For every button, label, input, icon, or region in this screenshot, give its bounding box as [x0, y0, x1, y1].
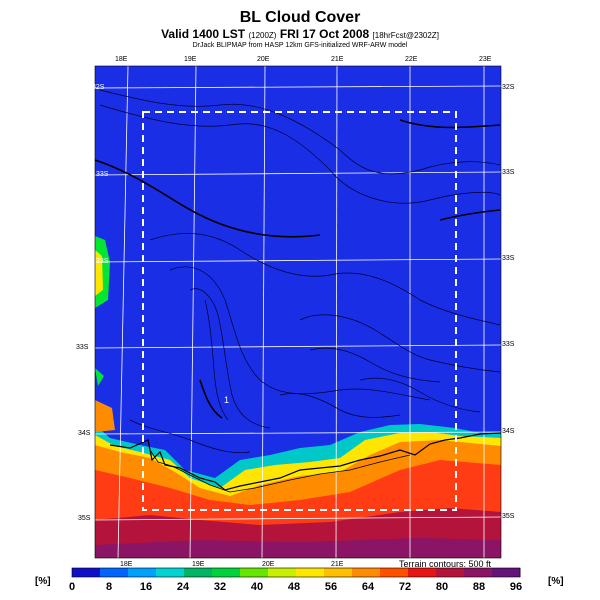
- lat-label-left-6: 35S: [78, 515, 91, 522]
- colorbar-tick-label: 16: [139, 581, 153, 593]
- lat-label-left-1: 32S: [92, 84, 105, 91]
- terrain-contour-note: Terrain contours: 500 ft: [399, 559, 492, 569]
- colorbar-tick-label: 0: [68, 581, 76, 593]
- coastline: [109, 432, 501, 491]
- valid-time: Valid 1400 LST: [161, 27, 246, 41]
- graticule: [95, 66, 501, 558]
- lat-label-right-1: 32S: [502, 84, 515, 91]
- colorbar: [71, 567, 521, 578]
- colorbar-swatch: [352, 568, 381, 577]
- colorbar-swatch: [380, 568, 409, 577]
- lon-label-bottom-20e: 20E: [262, 561, 275, 568]
- colorbar-frame: [71, 567, 521, 578]
- colorbar-tick-label: 8: [105, 581, 113, 593]
- forecast-domain-box: [142, 111, 457, 511]
- west-cloud-patch: [95, 368, 104, 386]
- colorbar-swatch: [128, 568, 157, 577]
- colorbar-tick-label: 32: [213, 581, 227, 593]
- coastline-inner: [149, 449, 411, 493]
- lon-label-top-20e: 20E: [257, 56, 270, 63]
- colorbar-swatch: [240, 568, 269, 577]
- colorbar-swatch: [156, 568, 185, 577]
- colorbar-unit-right: [%]: [548, 576, 564, 587]
- lon-label-top-22e: 22E: [405, 56, 418, 63]
- terrain-contours-bold: [95, 119, 501, 419]
- lat-label-right-3: 33S: [502, 255, 515, 262]
- colorbar-swatch: [324, 568, 353, 577]
- colorbar-tick-label: 48: [287, 581, 301, 593]
- colorbar-tick-label: 80: [435, 581, 449, 593]
- colorbar-swatch: [100, 568, 129, 577]
- colorbar-swatch: [296, 568, 325, 577]
- colorbar-swatch: [436, 568, 465, 577]
- lat-label-left-3: 33S: [96, 258, 109, 265]
- colorbar-tick-label: 88: [472, 581, 486, 593]
- colorbar-unit-left: [%]: [35, 576, 51, 587]
- colorbar-swatch: [212, 568, 241, 577]
- lon-label-top-18e: 18E: [115, 56, 128, 63]
- colorbar-tick-label: 64: [361, 581, 375, 593]
- lon-label-bottom-21e: 21E: [331, 561, 344, 568]
- lat-label-right-5: 34S: [502, 428, 515, 435]
- lat-label-right-6: 35S: [502, 513, 515, 520]
- lat-label-left-4: 33S: [76, 344, 89, 351]
- colorbar-swatch: [492, 568, 521, 577]
- sw-cloud-patch: [95, 400, 115, 432]
- chart-title: BL Cloud Cover: [239, 9, 361, 26]
- utc-time: (1200Z): [248, 31, 277, 40]
- colorbar-tick-label: 56: [324, 581, 338, 593]
- terrain-contours: [99, 89, 501, 454]
- lat-label-left-2: 33S: [96, 171, 109, 178]
- colorbar-swatch: [464, 568, 493, 577]
- colorbar-swatch: [408, 568, 437, 577]
- lat-label-right-4: 33S: [502, 341, 515, 348]
- lon-label-top-19e: 19E: [184, 56, 197, 63]
- colorbar-tick-label: 72: [398, 581, 412, 593]
- lon-label-top-21e: 21E: [331, 56, 344, 63]
- colorbar-tick-label: 96: [509, 581, 523, 593]
- forecast-run: [18hrFcst@2302Z]: [372, 31, 439, 40]
- colorbar-swatch: [184, 568, 213, 577]
- lon-label-bottom-18e: 18E: [120, 561, 133, 568]
- colorbar-swatch: [72, 568, 101, 577]
- colorbar-tick-label: 40: [250, 581, 264, 593]
- chart-subtitle: Valid 1400 LST (1200Z) FRI 17 Oct 2008 […: [0, 27, 600, 41]
- cloud-band-purple: [95, 538, 501, 558]
- model-credit: DrJack BLIPMAP from HASP 12km GFS-initia…: [192, 42, 408, 49]
- lat-label-left-5: 34S: [78, 430, 91, 437]
- lon-label-bottom-19e: 19E: [192, 561, 205, 568]
- point-marker: 1: [224, 395, 229, 405]
- colorbar-swatch: [268, 568, 297, 577]
- colorbar-tick-label: 24: [176, 581, 190, 593]
- lat-label-right-2: 33S: [502, 169, 515, 176]
- forecast-date: FRI 17 Oct 2008: [279, 27, 370, 41]
- west-cloud-core: [95, 250, 103, 296]
- map-frame: [94, 65, 502, 559]
- lon-label-top-23e: 23E: [479, 56, 492, 63]
